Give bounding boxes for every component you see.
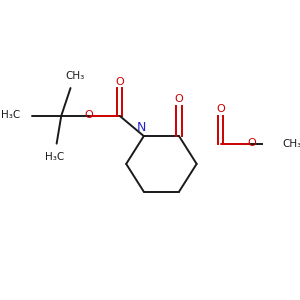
- Text: O: O: [216, 104, 225, 114]
- Text: CH₃: CH₃: [282, 139, 300, 148]
- Text: O: O: [85, 110, 93, 120]
- Text: CH₃: CH₃: [65, 70, 85, 81]
- Text: O: O: [175, 94, 183, 104]
- Text: H₃C: H₃C: [45, 152, 64, 161]
- Text: O: O: [115, 76, 124, 86]
- Text: H₃C: H₃C: [1, 110, 20, 120]
- Text: N: N: [137, 121, 146, 134]
- Text: O: O: [248, 138, 256, 148]
